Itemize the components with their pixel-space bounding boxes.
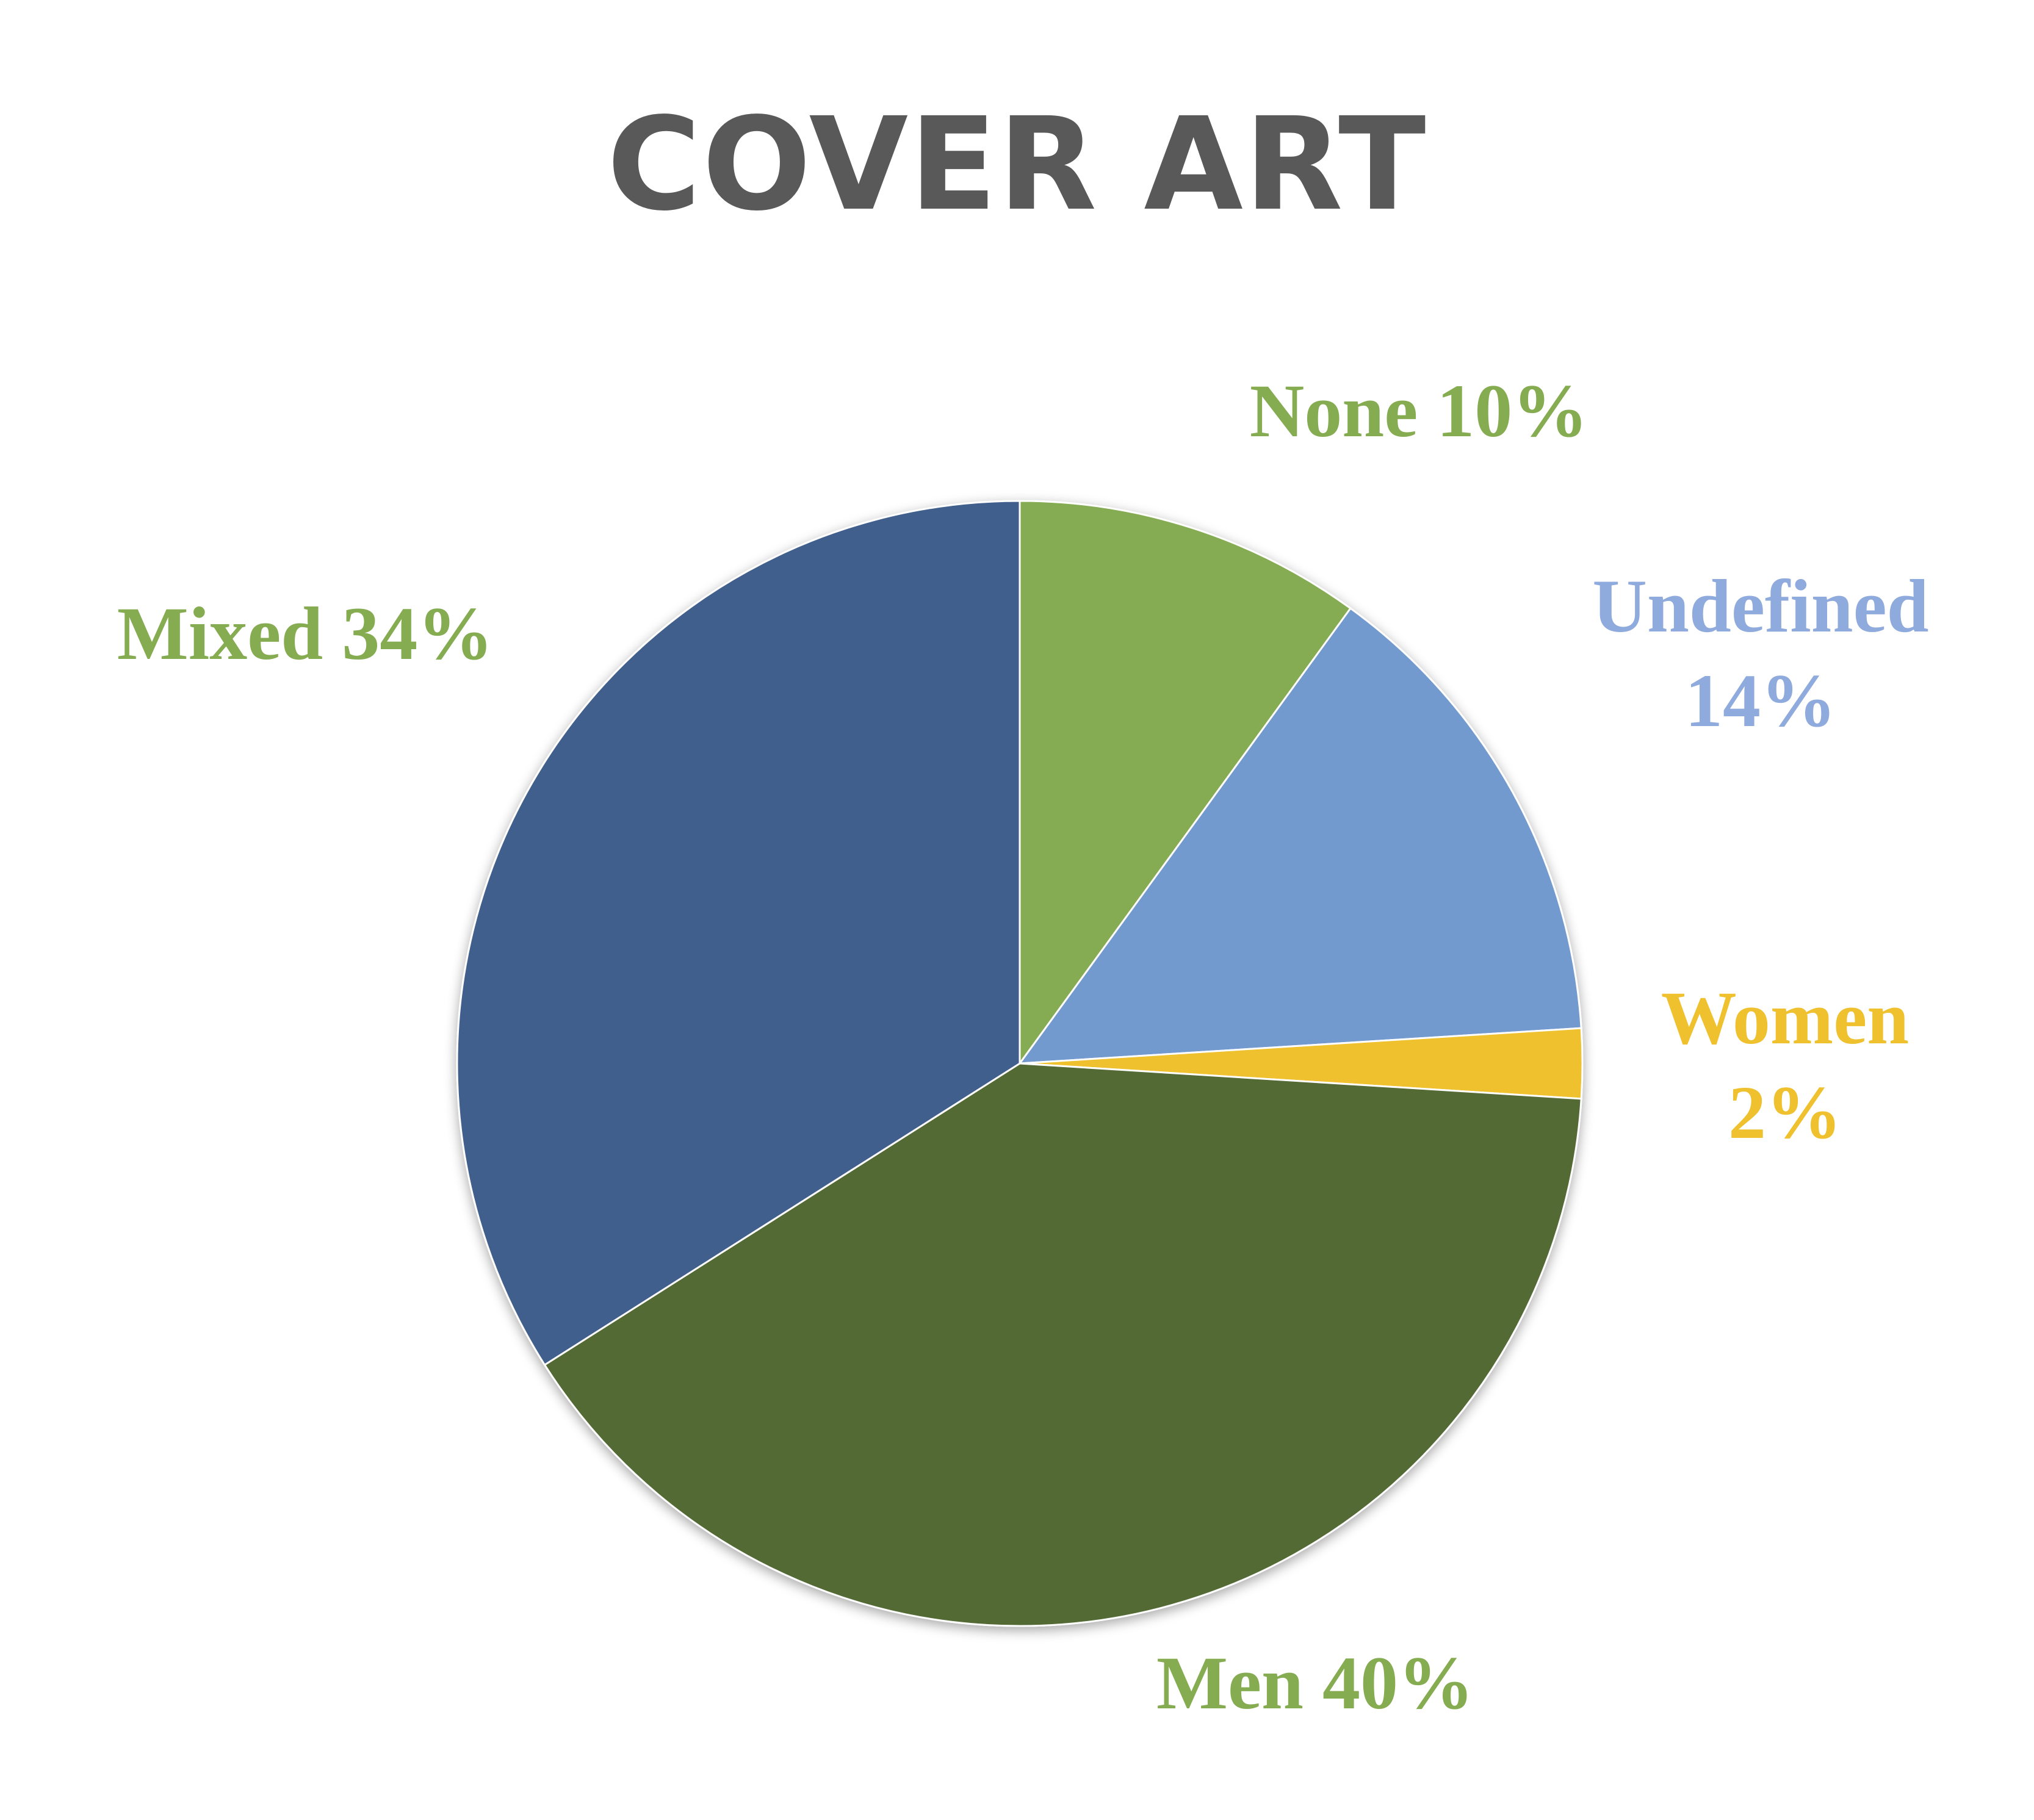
chart-title: COVER ART xyxy=(607,90,1427,239)
slice-label-line: Undefined xyxy=(1592,564,1928,648)
pie-slice-men xyxy=(543,1062,1582,1627)
pie-slice-mixed xyxy=(456,500,1021,1367)
slice-label-line: Women xyxy=(1661,976,1909,1060)
slice-label-none: None 10% xyxy=(1250,369,1589,453)
slice-label-men: Men 40% xyxy=(1156,1641,1474,1725)
slice-label-mixed: Mixed 34% xyxy=(117,592,494,675)
slice-label-women: Women 2% xyxy=(1661,976,1909,1154)
pie-slice-none xyxy=(1019,500,1352,1066)
pie-labels: None 10% Undefined 14% Women 2% Men 40% Mixed … xyxy=(117,369,1929,1725)
pie-slices xyxy=(456,500,1584,1627)
pie-slice-undefined xyxy=(1017,606,1582,1065)
slice-label-line: 2% xyxy=(1728,1071,1842,1154)
slice-label-undefined: Undefined 14% xyxy=(1592,564,1928,743)
slice-label-line: 14% xyxy=(1685,659,1836,743)
